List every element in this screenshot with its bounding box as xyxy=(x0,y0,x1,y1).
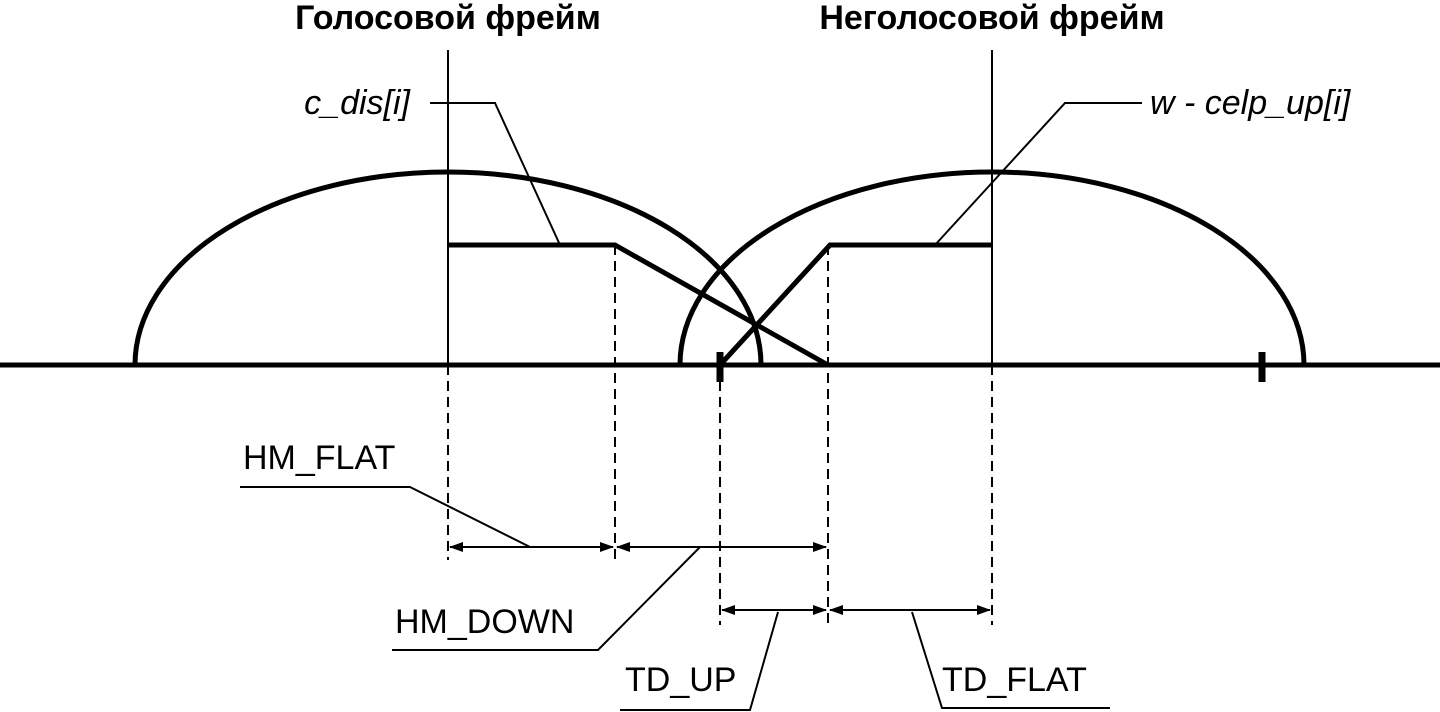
title: Неголосовой фрейм xyxy=(819,0,1164,37)
c-dis-curve xyxy=(448,242,830,368)
leader-line xyxy=(934,102,1142,246)
interval-label: TD_UP xyxy=(625,661,736,699)
celp-up-curve xyxy=(718,242,992,367)
interval-label: HM_FLAT xyxy=(243,439,395,477)
leader-line xyxy=(911,611,1110,709)
leader-line xyxy=(240,486,531,548)
interval-label: HM_DOWN xyxy=(395,603,574,641)
drawing xyxy=(0,50,1440,711)
curve-label: c_dis[i] xyxy=(304,84,411,122)
title: Голосовой фрейм xyxy=(295,0,601,37)
leader-line xyxy=(620,611,779,711)
interval-label: TD_FLAT xyxy=(942,661,1087,699)
curve-label: w - celp_up[i] xyxy=(1150,84,1352,122)
leader-line xyxy=(430,102,561,246)
leader-line xyxy=(392,546,701,651)
